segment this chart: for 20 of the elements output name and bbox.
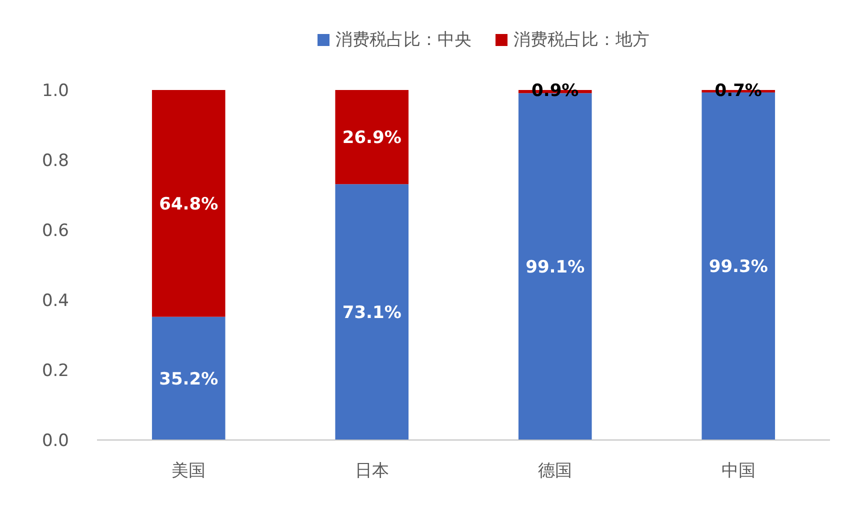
y-tick-label: 0.4 [42,291,69,311]
data-label: 0.9% [532,81,579,101]
data-label: 0.7% [714,81,762,101]
x-tick-label: 德国 [538,461,572,481]
x-tick-label: 中国 [721,461,756,481]
data-label: 35.2% [159,369,218,390]
data-label: 99.1% [526,258,585,278]
x-tick-label: 日本 [354,461,389,481]
data-label: 99.3% [708,257,768,278]
y-tick-label: 0.2 [42,361,69,381]
data-label: 64.8% [159,194,218,214]
data-label: 73.1% [342,303,402,324]
legend-label: 消费税占比：中央 [336,30,472,50]
y-tick-label: 0.0 [42,431,69,451]
y-tick-label: 0.6 [42,221,69,241]
x-tick-label: 美国 [172,461,206,481]
y-tick-label: 1.0 [42,81,69,101]
data-label: 26.9% [342,128,402,148]
y-tick-label: 0.8 [42,151,69,171]
legend-label: 消费税占比：地方 [514,30,650,50]
